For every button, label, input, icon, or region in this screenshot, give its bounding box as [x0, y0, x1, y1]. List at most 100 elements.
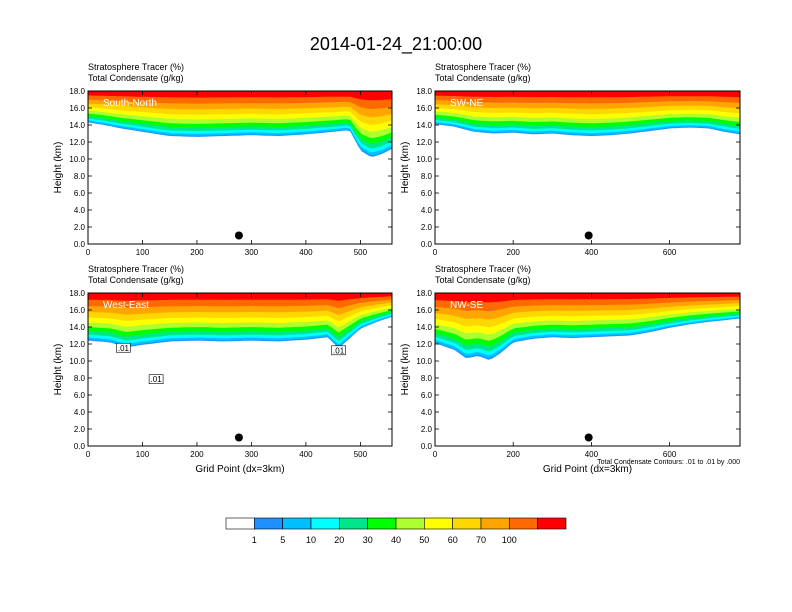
colorbar-label: 50 [419, 535, 429, 545]
x-tick-label: 200 [190, 248, 204, 257]
y-tick-label: 16.0 [69, 104, 85, 113]
y-tick-label: 0.0 [74, 442, 86, 451]
panel-title-line-2: Total Condensate (g/kg) [435, 73, 531, 83]
y-tick-label: 4.0 [421, 408, 433, 417]
x-tick-label: 500 [354, 450, 368, 459]
y-tick-label: 8.0 [421, 172, 433, 181]
colorbar-swatch [423, 517, 453, 530]
colorbar-label: 60 [448, 535, 458, 545]
colorbar-swatch [310, 517, 340, 530]
colorbar-swatch [508, 517, 538, 530]
tracer-band-11 [88, 91, 392, 101]
y-tick-label: 12.0 [69, 138, 85, 147]
x-tick-label: 0 [433, 248, 438, 257]
colorbar-label: 100 [502, 535, 517, 545]
y-tick-label: 12.0 [416, 138, 432, 147]
y-tick-label: 18.0 [416, 289, 432, 298]
y-axis-label: Height (km) [400, 142, 411, 194]
x-tick-label: 500 [354, 248, 368, 257]
y-tick-label: 2.0 [421, 223, 433, 232]
colorbar-swatch [537, 517, 567, 530]
x-tick-label: 400 [299, 248, 313, 257]
y-tick-label: 18.0 [416, 87, 432, 96]
y-tick-label: 10.0 [416, 357, 432, 366]
y-tick-label: 16.0 [416, 306, 432, 315]
x-axis-label: Grid Point (dx=3km) [543, 464, 632, 475]
panel-3: Stratosphere Tracer (%)Total Condensate … [53, 264, 393, 475]
panel-4: Stratosphere Tracer (%) Total Condensate … [400, 264, 741, 475]
colorbar-swatch [225, 517, 255, 530]
y-tick-label: 4.0 [421, 206, 433, 215]
colorbar: 1 5 10 20 30 40 50 60 70 100 [225, 517, 567, 545]
x-tick-label: 200 [507, 450, 521, 459]
colorbar-swatch [452, 517, 482, 530]
y-tick-label: 0.0 [421, 442, 433, 451]
colorbar-label: 70 [476, 535, 486, 545]
panel-title-line-1: Stratosphere Tracer (%) [435, 264, 531, 274]
y-tick-label: 2.0 [74, 223, 86, 232]
panel-1: Stratosphere Tracer (%)Total Condensate … [53, 62, 393, 257]
y-tick-label: 14.0 [416, 323, 432, 332]
colorbar-swatch [338, 517, 368, 530]
x-tick-label: 600 [663, 450, 677, 459]
y-axis-label: Height (km) [53, 344, 64, 396]
y-axis-label: Height (km) [53, 142, 64, 194]
x-tick-label: 200 [190, 450, 204, 459]
tracer-field [435, 293, 740, 360]
y-tick-label: 2.0 [74, 425, 86, 434]
y-tick-label: 10.0 [69, 155, 85, 164]
y-tick-label: 8.0 [421, 374, 433, 383]
location-marker [584, 433, 593, 442]
colorbar-swatch [480, 517, 510, 530]
contour-footnote: Total Condensate Contours: .01 to .01 by… [597, 459, 740, 466]
y-tick-label: 0.0 [421, 240, 433, 249]
colorbar-label: 40 [391, 535, 401, 545]
plot-frame [434, 292, 741, 447]
contour-label-box [116, 342, 131, 353]
contour-label-box [331, 345, 346, 356]
panel-title-line-1: Stratosphere Tracer (%) [88, 62, 184, 72]
y-tick-label: 10.0 [69, 357, 85, 366]
cross-section-label: South-North [103, 98, 157, 109]
x-tick-label: 300 [245, 450, 259, 459]
x-tick-label: 200 [507, 248, 521, 257]
x-tick-label: 300 [245, 248, 259, 257]
cross-section-label: West-East [103, 300, 149, 311]
y-tick-label: 8.0 [74, 172, 86, 181]
panel-title-line-2: Total Condensate (g/kg) [88, 275, 184, 285]
x-axis-label: Grid Point (dx=3km) [195, 464, 284, 475]
y-tick-label: 12.0 [69, 340, 85, 349]
tracer-band-11 [435, 293, 740, 303]
x-tick-label: 400 [585, 248, 599, 257]
x-tick-label: 100 [136, 450, 150, 459]
contour-label-box [148, 374, 164, 385]
plot-frame [434, 90, 741, 245]
panel-title-line-1: Stratosphere Tracer (%) [88, 264, 184, 274]
x-tick-label: 0 [86, 248, 91, 257]
colorbar-label: 10 [306, 535, 316, 545]
colorbar-swatch [367, 517, 397, 530]
y-tick-label: 0.0 [74, 240, 86, 249]
y-axis-label: Height (km) [400, 344, 411, 396]
x-tick-label: 400 [299, 450, 313, 459]
plot-frame [87, 292, 393, 447]
panel-2: Stratosphere Tracer (%)Total Condensate … [400, 62, 741, 257]
y-tick-label: 16.0 [69, 306, 85, 315]
location-marker [234, 231, 243, 240]
cross-section-label: SW-NE [450, 98, 483, 109]
y-tick-label: 4.0 [74, 408, 86, 417]
y-tick-label: 14.0 [69, 323, 85, 332]
panel-title-line-1: Stratosphere Tracer (%) [435, 62, 531, 72]
y-tick-label: 6.0 [421, 391, 433, 400]
y-tick-label: 6.0 [74, 189, 86, 198]
y-tick-label: 18.0 [69, 289, 85, 298]
colorbar-swatch [282, 517, 312, 530]
contour-label: .01 [333, 346, 345, 355]
colorbar-label: 20 [334, 535, 344, 545]
panels: Stratosphere Tracer (%)Total Condensate … [53, 62, 741, 475]
panel-title-line-2: Total Condensate (g/kg) [88, 73, 184, 83]
x-tick-label: 100 [136, 248, 150, 257]
x-tick-label: 400 [585, 450, 599, 459]
y-tick-label: 16.0 [416, 104, 432, 113]
tracer-band-11 [435, 91, 740, 98]
